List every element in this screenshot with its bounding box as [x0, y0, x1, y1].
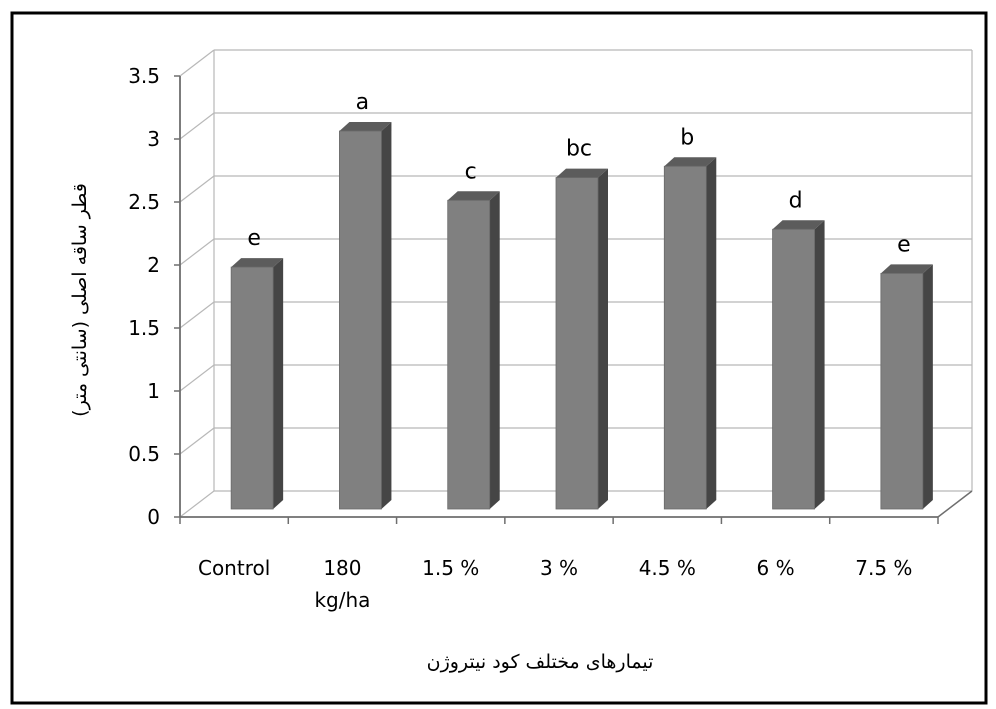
- y-axis-title: قطر ساقه اصلی (سانتی متر): [69, 183, 91, 417]
- y-tick-label: 2.5: [128, 190, 160, 214]
- gridline-depth: [179, 490, 215, 518]
- y-tick-label: 0: [147, 505, 160, 529]
- axes: [174, 75, 973, 524]
- significance-label: e: [897, 232, 911, 257]
- bar-top: [556, 168, 608, 178]
- bar-side: [706, 157, 717, 509]
- bar-top: [339, 122, 392, 131]
- bar-side: [814, 220, 825, 509]
- gridline-depth: [179, 238, 215, 266]
- bar-top: [231, 258, 284, 268]
- bar: [447, 191, 500, 510]
- bar-top: [880, 264, 933, 274]
- y-tick-label: 1.5: [128, 316, 160, 340]
- x-tick-label: Control: [198, 556, 270, 580]
- bar-front: [772, 228, 815, 510]
- y-tick-label: 0.5: [128, 442, 160, 466]
- gridline-depth: [179, 112, 215, 140]
- bar-top: [664, 157, 717, 167]
- x-tick-label: 4.5 %: [639, 556, 696, 580]
- significance-label: b: [680, 125, 694, 150]
- x-tick-label: kg/ha: [314, 588, 370, 612]
- significance-label: c: [465, 159, 477, 184]
- bar: [339, 122, 392, 510]
- x-axis-title: تیمارهای مختلف کود نیتروژن: [427, 651, 654, 673]
- x-tick-label: 6 %: [757, 556, 795, 580]
- gridline-depth: [179, 301, 215, 329]
- x-tick-label: 3 %: [540, 556, 578, 580]
- y-tick-label: 1: [147, 379, 160, 403]
- y-tick-label: 2: [147, 253, 160, 277]
- labels: 0 0.5 1 1.5 2 2.5 3 3.5 e Control a 180 kg/ha c 1.5 % b…: [128, 64, 912, 612]
- bar-side: [489, 191, 500, 510]
- bar-front: [339, 130, 382, 510]
- bar: [663, 157, 717, 510]
- bar-side: [922, 264, 933, 509]
- bar-front: [880, 272, 924, 510]
- bar-top: [447, 191, 500, 201]
- bar-front: [230, 266, 274, 510]
- gridline-depth: [179, 364, 215, 392]
- x-tick-label: 180: [323, 556, 361, 580]
- x-tick-label: 1.5 %: [422, 556, 479, 580]
- bar: [230, 258, 284, 510]
- bar-side: [598, 168, 608, 509]
- gridline-depth: [179, 49, 215, 77]
- bar: [772, 220, 825, 510]
- bar-side: [381, 122, 392, 509]
- bars: [230, 122, 933, 510]
- gridline-depth: [179, 427, 215, 455]
- floor-edge: [937, 490, 973, 518]
- bar-front: [663, 165, 707, 510]
- gridline-depth: [179, 175, 215, 203]
- bar-front: [555, 177, 599, 510]
- x-tick-label: 7.5 %: [855, 556, 912, 580]
- bar: [880, 264, 933, 510]
- bar-top: [772, 220, 825, 230]
- bar-side: [273, 258, 284, 509]
- bar-front: [447, 199, 491, 510]
- significance-label: d: [789, 188, 803, 213]
- bar: [555, 168, 608, 510]
- significance-label: bc: [566, 137, 592, 162]
- y-tick-label: 3: [147, 127, 160, 151]
- y-tick-label: 3.5: [128, 64, 160, 88]
- significance-label: e: [247, 226, 261, 251]
- significance-label: a: [356, 90, 369, 115]
